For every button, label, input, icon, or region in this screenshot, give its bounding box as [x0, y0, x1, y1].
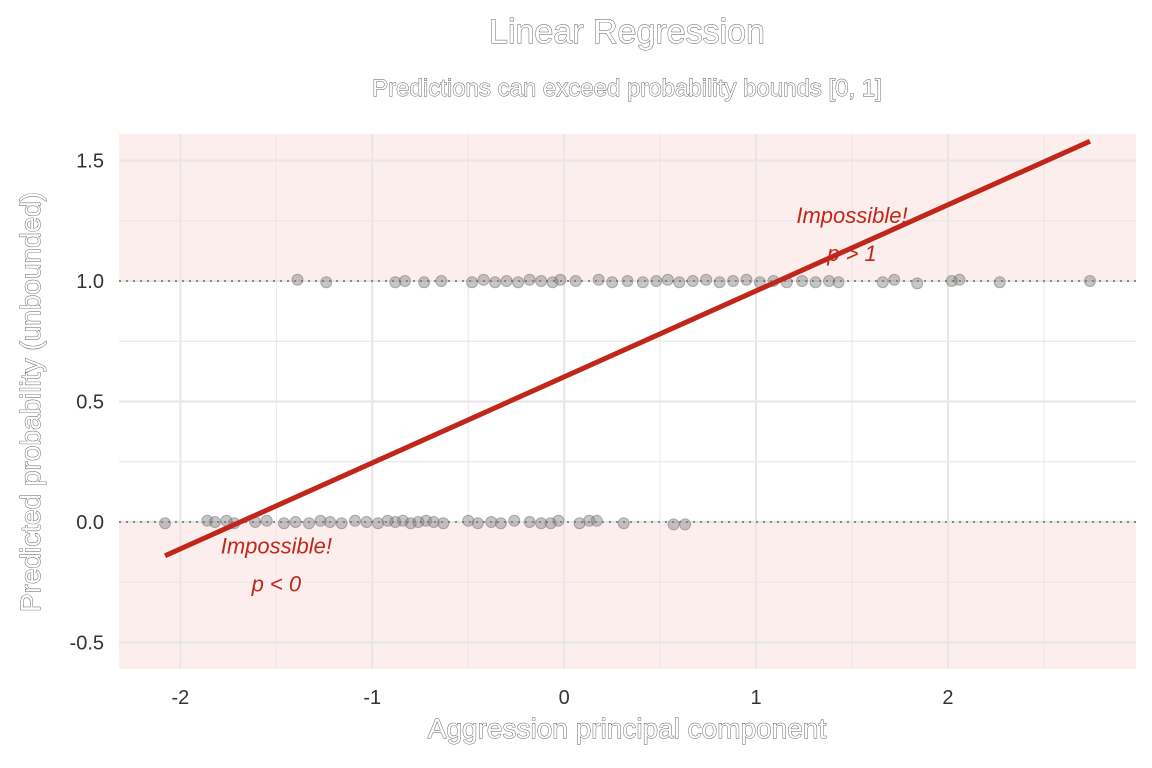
- data-point: [208, 515, 221, 528]
- data-point: [617, 517, 630, 530]
- data-point: [535, 275, 548, 288]
- data-point: [673, 276, 686, 289]
- regression-line: [164, 138, 1091, 559]
- data-point: [494, 517, 507, 530]
- data-point: [500, 275, 513, 288]
- y-tick-label: 0.5: [76, 392, 104, 414]
- data-point: [159, 517, 172, 530]
- data-point: [809, 276, 822, 289]
- data-point: [508, 514, 521, 527]
- data-point: [544, 517, 557, 530]
- y-axis-ticks: -0.5 0.0 0.5 1.0 1.5: [70, 151, 104, 655]
- data-point: [335, 517, 348, 530]
- annotation-lower-line2: p < 0: [251, 571, 302, 596]
- data-point: [713, 276, 726, 289]
- data-point: [427, 515, 440, 528]
- data-point: [911, 277, 924, 290]
- x-tick-label: -1: [363, 687, 381, 709]
- annotation-upper-line2: p > 1: [826, 241, 877, 266]
- data-point: [418, 276, 431, 289]
- data-point: [636, 276, 649, 289]
- data-point: [535, 517, 548, 530]
- data-point: [477, 273, 490, 286]
- data-point: [590, 514, 603, 527]
- data-point: [398, 275, 411, 288]
- y-axis-label: Predicted probability (unbounded): [15, 192, 46, 612]
- x-axis-label: Aggression principal component: [428, 713, 827, 744]
- data-point: [372, 517, 385, 530]
- data-point: [1083, 275, 1096, 288]
- data-point: [462, 514, 475, 527]
- data-point: [740, 273, 753, 286]
- data-point: [278, 517, 291, 530]
- data-point: [471, 517, 484, 530]
- data-point: [621, 275, 634, 288]
- data-point: [661, 273, 674, 286]
- chart-title: Linear Regression: [489, 13, 765, 51]
- data-point: [324, 515, 337, 528]
- annotation-upper-line1: Impossible!: [796, 203, 907, 228]
- regression-line-group: [164, 138, 1091, 559]
- x-tick-label: -2: [172, 687, 190, 709]
- data-point: [489, 276, 502, 289]
- data-point: [993, 276, 1006, 289]
- data-point: [679, 518, 692, 531]
- shaded-region-below-zero: [119, 521, 1136, 669]
- data-point: [512, 276, 525, 289]
- data-point: [650, 275, 663, 288]
- data-point: [546, 276, 559, 289]
- data-point: [485, 515, 498, 528]
- x-tick-label: 1: [751, 687, 762, 709]
- x-axis-ticks: -2 -1 0 1 2: [172, 687, 954, 709]
- data-point: [832, 276, 845, 289]
- data-point: [552, 514, 565, 527]
- x-tick-label: 0: [559, 687, 570, 709]
- data-point: [389, 276, 402, 289]
- observation-points: [159, 273, 1096, 531]
- data-point: [953, 273, 966, 286]
- data-point: [289, 515, 302, 528]
- probability-bound-lines: [119, 280, 1136, 523]
- data-point: [523, 515, 536, 528]
- data-point: [876, 276, 889, 289]
- data-point: [592, 273, 605, 286]
- data-point: [349, 514, 362, 527]
- data-point: [320, 276, 333, 289]
- chart-subtitle: Predictions can exceed probability bound…: [372, 75, 882, 102]
- data-point: [700, 273, 713, 286]
- y-tick-label: 0.0: [76, 512, 104, 534]
- data-point: [573, 517, 586, 530]
- x-tick-label: 2: [942, 687, 953, 709]
- y-tick-label: 1.0: [76, 271, 104, 293]
- data-point: [523, 273, 536, 286]
- data-point: [888, 273, 901, 286]
- data-point: [360, 515, 373, 528]
- shaded-region-above-one: [119, 134, 1136, 282]
- data-point: [466, 276, 479, 289]
- data-point: [437, 517, 450, 530]
- data-point: [435, 275, 448, 288]
- data-point: [606, 276, 619, 289]
- data-point: [260, 514, 273, 527]
- y-tick-label: -0.5: [70, 632, 104, 654]
- annotations: Impossible! p > 1 Impossible! p < 0: [221, 203, 908, 596]
- data-point: [302, 517, 315, 530]
- data-point: [554, 273, 567, 286]
- data-point: [396, 514, 409, 527]
- y-tick-label: 1.5: [76, 151, 104, 173]
- annotation-lower-line1: Impossible!: [221, 533, 332, 558]
- data-point: [796, 275, 809, 288]
- data-point: [822, 275, 835, 288]
- data-point: [686, 275, 699, 288]
- data-point: [667, 518, 680, 531]
- data-point: [569, 275, 582, 288]
- data-point: [291, 273, 304, 286]
- data-point: [314, 514, 327, 527]
- data-point: [727, 275, 740, 288]
